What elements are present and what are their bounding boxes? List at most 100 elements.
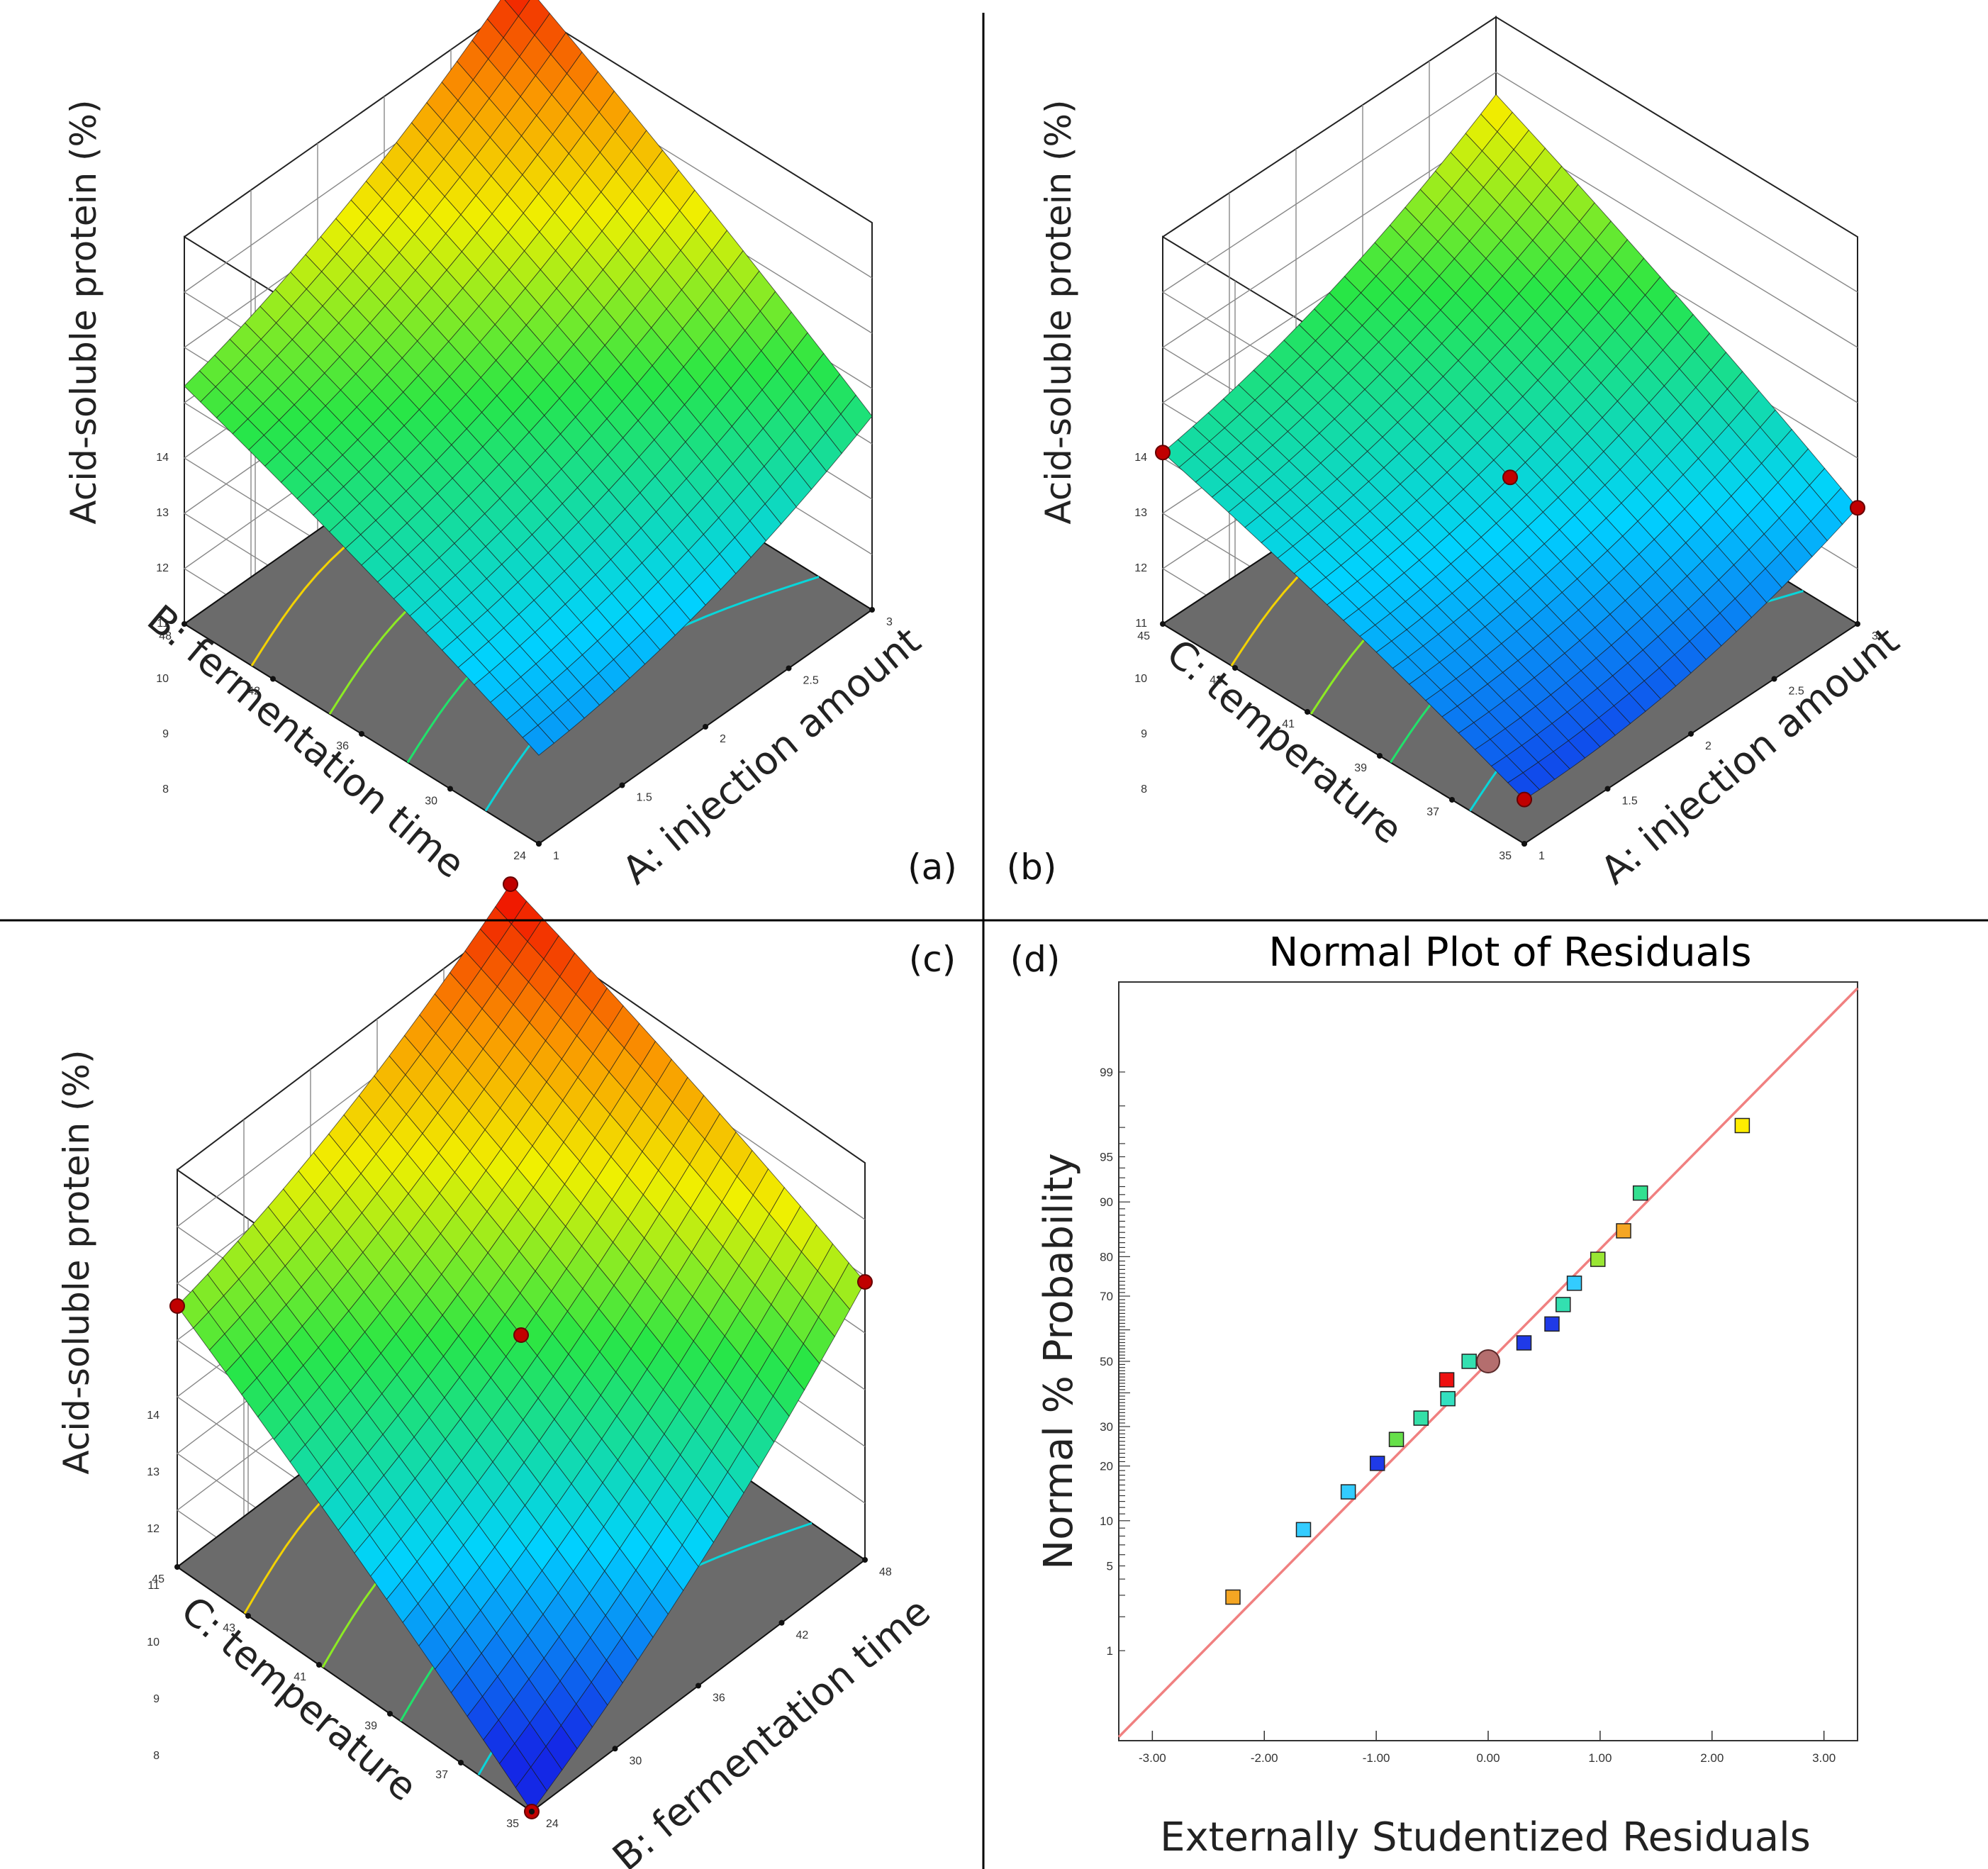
y-tick-label: 36 (336, 740, 349, 752)
design-point (513, 1327, 529, 1343)
y-tick-mark (536, 841, 542, 847)
surface-cell (522, 725, 555, 756)
x-tick-mark (1688, 731, 1694, 737)
y-tick-mark (1232, 665, 1238, 671)
y-tick-label: 30 (425, 796, 437, 808)
chart-title: Normal Plot of Residuals (1268, 930, 1751, 976)
x-tick-label: 1.5 (1622, 796, 1638, 808)
panel-a-surface-plot: 8 9 10 11 12 13 14 1 1.5 2 2.5 3 24 30 36 42 48 Acid-solu… (63, 0, 957, 893)
z-tick-label: 9 (153, 1693, 160, 1705)
y-tick-label: 45 (1137, 630, 1150, 642)
residual-point (1295, 1522, 1312, 1538)
y-tick-label: 41 (1282, 718, 1295, 730)
design-point (1155, 445, 1171, 461)
x-tick-mark (1771, 676, 1777, 682)
z-tick-label: 11 (1135, 618, 1147, 630)
x-tick-label: 42 (796, 1629, 809, 1641)
residual-point (1632, 1185, 1648, 1201)
y-tick-label: 43 (223, 1622, 235, 1634)
x-tick-mark (1604, 786, 1611, 792)
panel-d-normal-plot: 1 5 10 20 30 50 70 80 90 95 99 -3.00 -2.00 -1.00 0.00 1… (1010, 930, 1859, 1860)
residual-point (1616, 1223, 1631, 1239)
x-tick-label: 2 (720, 733, 726, 745)
residual-point (1544, 1316, 1560, 1332)
surface-cell (515, 1766, 547, 1812)
x-tick-label: 3 (886, 616, 893, 628)
x-tick-mark (869, 607, 875, 613)
residual-point (1439, 1372, 1455, 1388)
y-tick-label: 39 (364, 1720, 377, 1732)
x-tick-label: -3.00 (1139, 1751, 1166, 1765)
x-tick-label: 1.5 (637, 792, 652, 804)
x-tick-mark (696, 1683, 701, 1689)
y-tick-label: 24 (513, 850, 526, 862)
panel-b-surface-plot: 8 9 10 11 12 13 14 1 1.5 2 2.5 3 35 37 39 41 43 45 Acid-so… (1007, 16, 1907, 893)
x-tick-label: 2.00 (1700, 1751, 1724, 1765)
residual-point (1516, 1335, 1532, 1351)
y-tick-mark (1377, 753, 1383, 759)
residual-point (1461, 1354, 1477, 1369)
z-tick-label: 14 (156, 452, 169, 464)
x-tick-mark (778, 1619, 785, 1626)
y-tick-mark (245, 1613, 251, 1619)
x-tick-mark (862, 1557, 868, 1563)
x-tick-label: 3 (1872, 630, 1878, 642)
y-tick-label: 45 (152, 1573, 164, 1585)
residual-point (1225, 1589, 1241, 1605)
residual-point (1556, 1297, 1571, 1312)
residual-point (1340, 1484, 1356, 1500)
y-tick-mark (270, 676, 276, 682)
z-tick-label: 10 (147, 1636, 160, 1648)
x-axis-label: Externally Studentized Residuals (1160, 1814, 1811, 1860)
z-tick-label: 13 (156, 507, 169, 519)
x-tick-label: 1 (1539, 850, 1545, 862)
x-tick-label: 48 (879, 1566, 892, 1578)
x-tick-label: 2.5 (1789, 686, 1804, 698)
y-tick-label: 10 (1100, 1514, 1113, 1528)
y-tick-label: 37 (1426, 806, 1439, 818)
y-tick-mark (316, 1662, 322, 1668)
y-tick-mark (447, 786, 453, 792)
panel-label: (b) (1007, 847, 1057, 888)
residual-point (1566, 1276, 1582, 1291)
design-point (1502, 469, 1518, 486)
design-point (1517, 791, 1532, 808)
z-tick-label: 13 (147, 1466, 160, 1478)
z-tick-label: 13 (1134, 507, 1147, 519)
x-tick-label: 24 (546, 1818, 559, 1830)
y-tick-mark (458, 1760, 464, 1765)
x-tick-label: 2.5 (803, 675, 819, 687)
z-tick-label: 9 (162, 728, 169, 740)
y-tick-label: 50 (1100, 1355, 1113, 1368)
panel-label: (d) (1010, 939, 1061, 980)
z-tick-label: 11 (147, 1580, 160, 1592)
x-tick-label: 36 (713, 1692, 725, 1705)
z-tick-label: 12 (147, 1523, 160, 1535)
z-tick-label: 8 (162, 783, 169, 796)
z-axis-label: Acid-soluble protein (%) (56, 1049, 97, 1474)
x-tick-mark (619, 782, 625, 788)
design-point (503, 876, 518, 892)
x-tick-mark (1855, 621, 1860, 627)
z-tick-label: 10 (156, 673, 169, 685)
x-tick-label: -1.00 (1363, 1751, 1390, 1765)
z-tick-label: 14 (147, 1410, 160, 1422)
x-tick-label: 0.00 (1476, 1751, 1500, 1765)
residual-point (1369, 1456, 1385, 1471)
residual-point (1590, 1251, 1606, 1267)
y-tick-label: 39 (1354, 762, 1367, 774)
y-tick-mark (529, 1809, 535, 1814)
y-tick-mark (1305, 709, 1310, 715)
z-axis-label: Acid-soluble protein (%) (63, 99, 104, 524)
x-tick-mark (703, 724, 708, 730)
y-tick-label: 30 (1100, 1420, 1113, 1434)
y-tick-label: 20 (1100, 1460, 1113, 1473)
z-tick-label: 9 (1141, 728, 1147, 740)
y-tick-mark (1160, 621, 1166, 627)
panel-label: (c) (909, 939, 956, 980)
y-tick-label: 90 (1100, 1195, 1113, 1209)
y-tick-label: 41 (294, 1671, 306, 1683)
y-tick-label: 48 (159, 630, 172, 642)
z-tick-label: 12 (1134, 562, 1147, 574)
